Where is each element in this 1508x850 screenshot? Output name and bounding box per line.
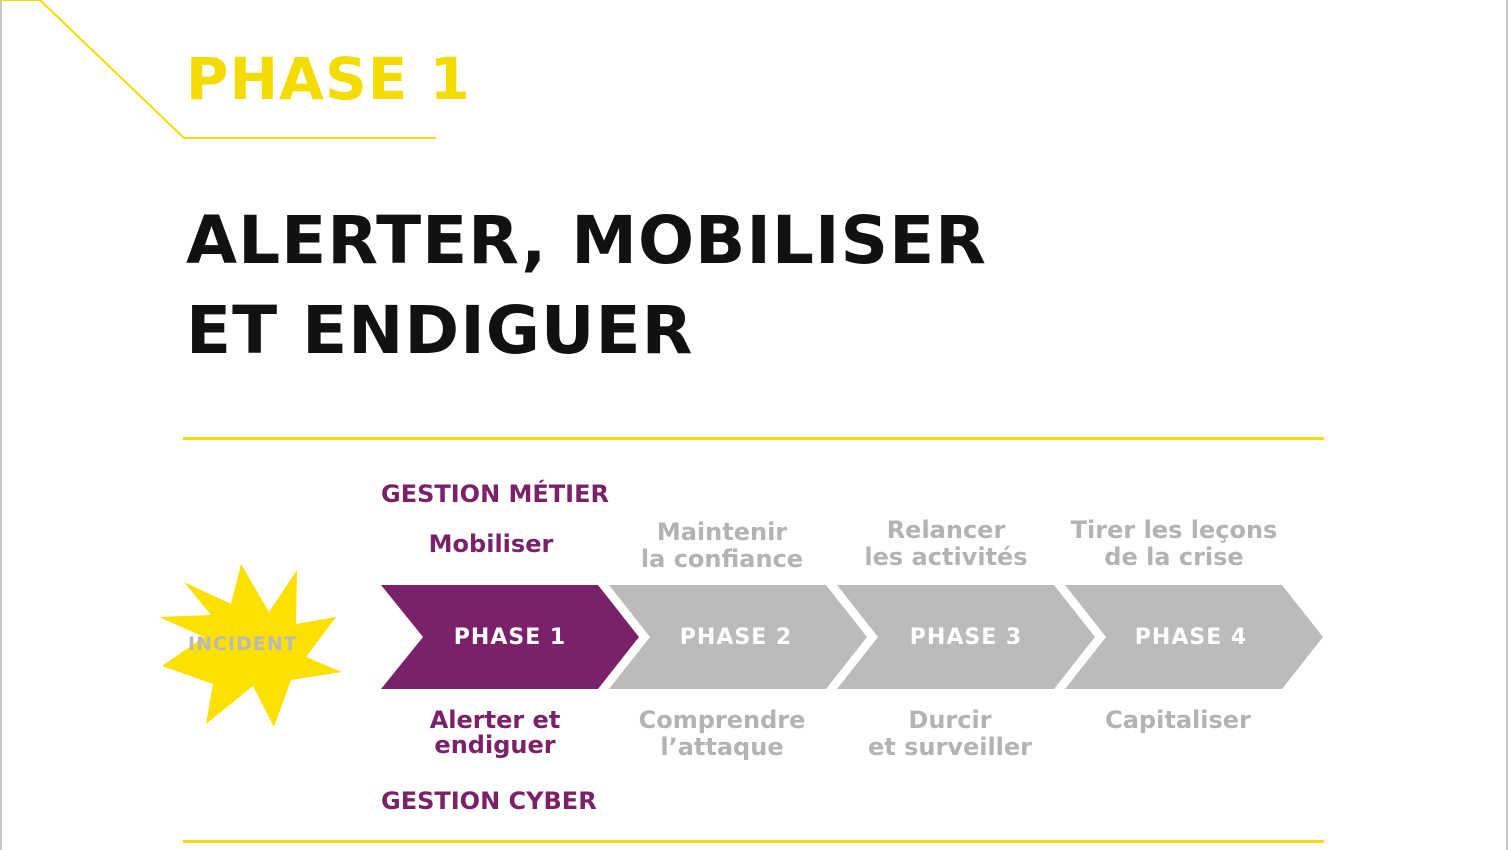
phase-2-top-caption: Maintenir la confiance — [612, 519, 832, 573]
top-divider — [183, 437, 1324, 440]
phase-1-chevron: PHASE 1 — [381, 585, 639, 689]
bottom-divider — [183, 840, 1324, 843]
phase-3-top-caption: Relancer les activités — [836, 517, 1056, 571]
page-title: ALERTER, MOBILISER ET ENDIGUER — [186, 196, 987, 376]
gestion-metier-label: GESTION MÉTIER — [381, 480, 609, 508]
phase-3-bottom-caption: Durcir et surveiller — [840, 707, 1060, 761]
phase-3-chevron: PHASE 3 — [837, 585, 1095, 689]
phase-2-top-line-1: Maintenir — [656, 518, 788, 546]
phase-4-bottom-line-1: Capitaliser — [1105, 706, 1251, 734]
phase-2-top-line-2: la confiance — [640, 545, 804, 573]
phase-2-chevron: PHASE 2 — [609, 585, 867, 689]
phase-2-bottom-line-2: l’attaque — [660, 733, 784, 761]
page-border-right — [1506, 0, 1508, 850]
phase-1-top-caption: Mobiliser — [381, 531, 601, 558]
phase-3-label: PHASE 3 — [909, 624, 1023, 650]
page-title-line-1: ALERTER, MOBILISER — [186, 202, 987, 279]
phase-3-top-line-1: Relancer — [886, 516, 1006, 544]
phase-4-top-line-1: Tirer les leçons — [1070, 516, 1278, 544]
decorative-corner-line — [0, 0, 436, 139]
phase-4-chevron: PHASE 4 — [1065, 585, 1323, 689]
phase-3-top-line-2: les activités — [864, 543, 1028, 571]
phase-3-bottom-line-2: et surveiller — [867, 733, 1033, 761]
gestion-cyber-label: GESTION CYBER — [381, 787, 597, 815]
page-title-line-2: ET ENDIGUER — [186, 292, 694, 369]
phase-3-bottom-line-1: Durcir — [908, 706, 992, 734]
phase-2-bottom-line-1: Comprendre — [638, 706, 806, 734]
phase-2-label: PHASE 2 — [679, 624, 793, 650]
phase-1-bottom-caption: Alerter et endiguer — [385, 708, 605, 758]
phase-4-bottom-caption: Capitaliser — [1068, 707, 1288, 734]
phase-1-label: PHASE 1 — [453, 624, 567, 650]
phase-1-bottom-line-2: endiguer — [434, 731, 556, 759]
phase-2-bottom-caption: Comprendre l’attaque — [612, 707, 832, 761]
page-border-left — [0, 0, 2, 850]
phase-4-top-caption: Tirer les leçons de la crise — [1059, 517, 1289, 571]
phase-header: PHASE 1 — [186, 45, 471, 113]
phase-1-top-line-2: Mobiliser — [428, 530, 554, 558]
phase-1-bottom-line-1: Alerter et — [429, 706, 561, 734]
phase-4-label: PHASE 4 — [1134, 624, 1248, 650]
incident-starburst-icon — [159, 564, 342, 727]
phase-4-top-line-2: de la crise — [1104, 543, 1244, 571]
incident-label: INCIDENT — [188, 633, 298, 655]
